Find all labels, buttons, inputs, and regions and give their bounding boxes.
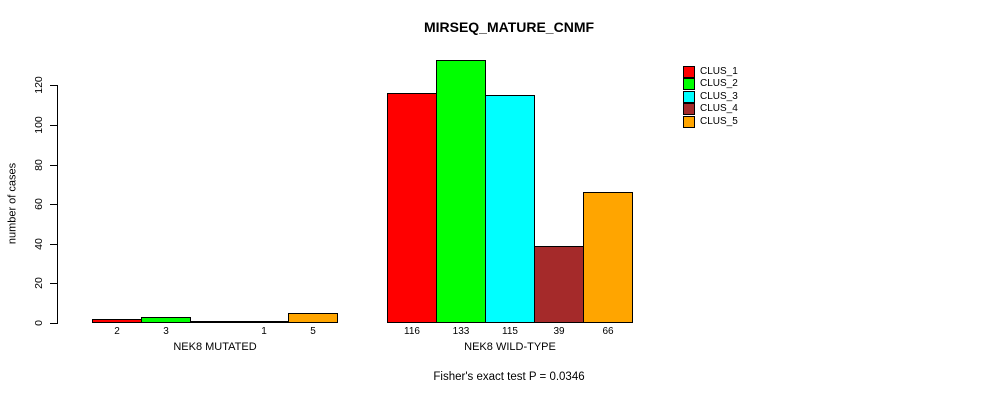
y-tick-label: 120: [33, 76, 45, 95]
y-tick: [50, 164, 57, 166]
legend-swatch-clus_5: [683, 115, 695, 128]
bar-clus_4-wild-type: [534, 245, 584, 323]
y-tick: [50, 243, 57, 245]
y-tick: [50, 283, 57, 285]
bar-clus_2-mutated: [141, 317, 191, 323]
bar-value-label: 1: [261, 326, 267, 337]
y-axis-label: number of cases: [6, 162, 19, 245]
legend-swatch-clus_3: [683, 90, 695, 103]
chart-title: MIRSEQ_MATURE_CNMF: [423, 19, 595, 35]
y-tick-label: 80: [33, 158, 45, 171]
bar-value-label: 116: [404, 326, 420, 337]
legend-item: CLUS_2: [683, 78, 738, 91]
y-tick: [50, 85, 57, 87]
legend-label: CLUS_4: [700, 103, 738, 115]
bar-clus_1-mutated: [92, 319, 142, 323]
legend-label: CLUS_1: [700, 66, 738, 77]
bar-clus_5-wild-type: [583, 192, 633, 323]
bar-clus_5-mutated: [288, 313, 338, 323]
legend-label: CLUS_5: [700, 115, 738, 127]
bar-value-label: 5: [310, 326, 316, 337]
legend-item: CLUS_5: [683, 115, 738, 128]
legend-item: CLUS_4: [683, 103, 738, 116]
bar-value-label: [190, 326, 240, 337]
bar-value-label: 3: [163, 326, 169, 337]
legend-item: CLUS_3: [683, 90, 738, 103]
legend-swatch-clus_2: [683, 78, 695, 91]
y-tick-label: 40: [33, 237, 45, 250]
group-label-nek8-wild-type: NEK8 WILD-TYPE: [464, 341, 556, 353]
bar-clus_3-mutated: [190, 321, 240, 323]
y-tick-label: 100: [33, 116, 45, 134]
bar-value-label: 66: [602, 326, 614, 337]
bar-clus_1-wild-type: [387, 93, 437, 323]
y-tick-label: 20: [33, 277, 45, 290]
bar-clus_4-mutated: [239, 321, 289, 323]
bar-value-label: 39: [553, 326, 565, 337]
bar-value-label: 115: [502, 326, 518, 337]
bar-clus_3-wild-type: [485, 95, 535, 323]
group-label-nek8-mutated: NEK8 MUTATED: [173, 341, 257, 353]
bar-value-label: 133: [452, 326, 470, 337]
y-axis: [57, 85, 58, 324]
fisher-test-annotation: Fisher's exact test P = 0.0346: [433, 371, 585, 383]
y-tick: [50, 204, 57, 206]
y-tick: [50, 125, 57, 126]
y-tick-label: 60: [33, 198, 45, 211]
bar-clus_2-wild-type: [436, 59, 486, 323]
legend-label: CLUS_2: [700, 78, 738, 90]
legend-swatch-clus_4: [683, 103, 695, 116]
legend-item: CLUS_1: [683, 66, 738, 78]
legend-label: CLUS_3: [700, 90, 738, 102]
y-tick: [50, 323, 57, 324]
bar-value-label: 2: [114, 326, 120, 337]
legend-swatch-clus_1: [683, 66, 695, 78]
y-tick-label: 0: [33, 320, 45, 326]
